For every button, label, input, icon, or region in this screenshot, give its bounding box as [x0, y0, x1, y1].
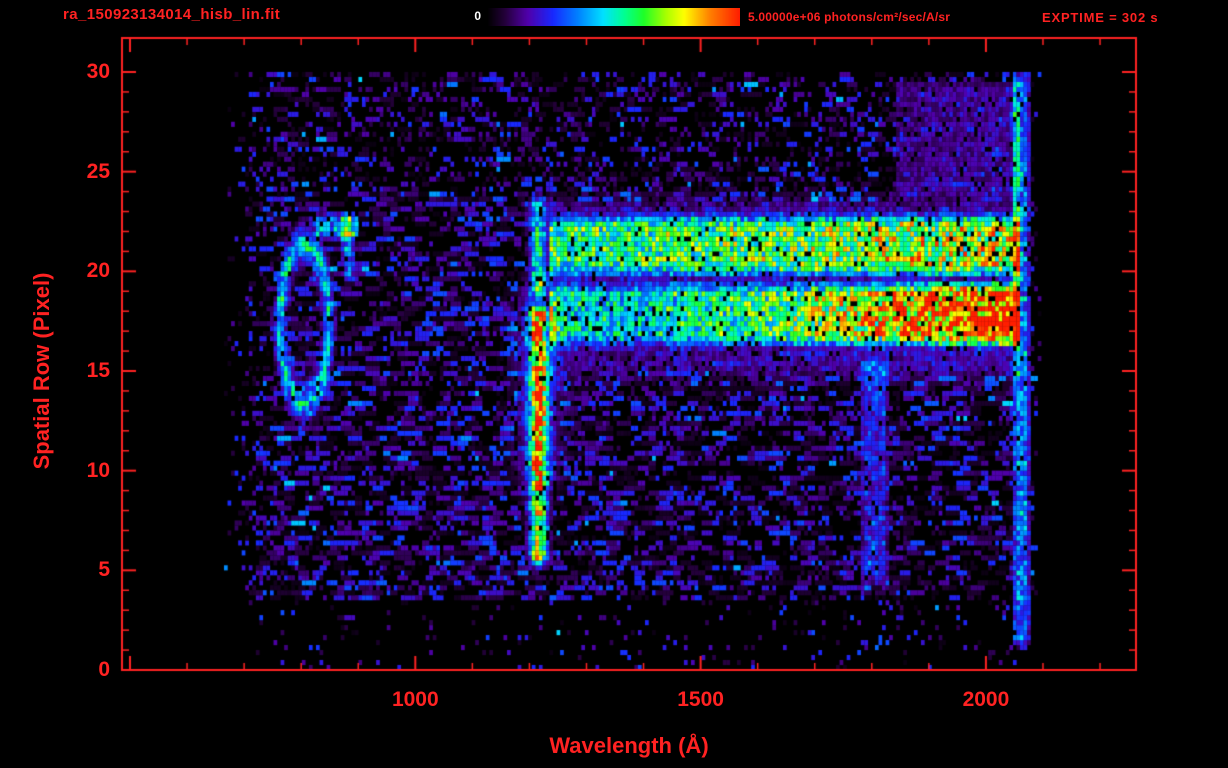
y-tick-label: 0 [98, 658, 110, 681]
y-tick-label: 20 [86, 259, 110, 283]
y-tick-label: 10 [86, 458, 110, 482]
y-tick-label: 15 [86, 359, 110, 382]
filename-title: ra_150923134014_hisb_lin.fit [63, 6, 281, 23]
x-tick-label: 2000 [962, 688, 1010, 711]
x-tick-label: 1500 [677, 688, 724, 711]
colorbar-min-label: 0 [474, 9, 481, 23]
y-tick-label: 25 [86, 159, 110, 183]
colorbar-max-label: 5.00000e+06 photons/cm²/sec/A/sr [748, 10, 951, 24]
colorbar [487, 8, 740, 26]
y-tick-label: 5 [98, 558, 110, 582]
x-axis-title: Wavelength (Å) [549, 733, 709, 758]
y-tick-label: 30 [86, 60, 110, 83]
exptime-label: EXPTIME = 302 s [1042, 10, 1159, 25]
x-tick-label: 1000 [391, 688, 439, 711]
